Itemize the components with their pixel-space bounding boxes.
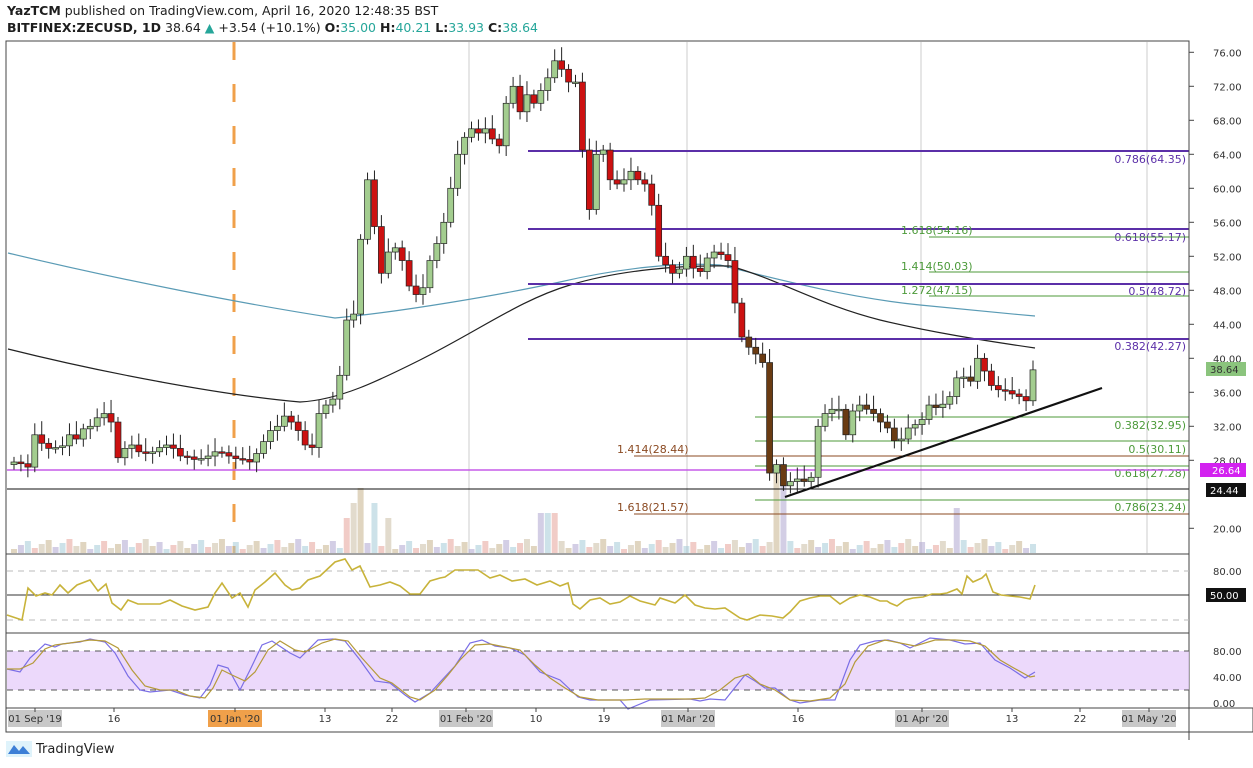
fib-label: 0.786(23.24) [1114, 501, 1186, 514]
close-value: 38.64 [502, 20, 538, 35]
symbol: BITFINEX:ZECUSD, 1D [7, 20, 162, 35]
fib-label: 1.414(28.44) [617, 443, 689, 456]
low-value: 33.93 [448, 20, 485, 35]
stoch-tick: 80.00 [1213, 647, 1242, 658]
time-tick: 01 Sep '19 [8, 714, 61, 725]
time-tick: 16 [792, 714, 805, 725]
price-tick: 32.00 [1213, 422, 1242, 433]
fib-label: 1.618(21.57) [617, 501, 689, 514]
high-value: 40.21 [395, 20, 432, 35]
low-label: L: [435, 20, 449, 35]
price-tick: 20.00 [1213, 524, 1242, 535]
open-label: O: [324, 20, 341, 35]
price-tick: 44.00 [1213, 320, 1242, 331]
time-tick: 01 Feb '20 [440, 714, 492, 725]
high-label: H: [380, 20, 396, 35]
stoch-axis: 80.00 40.00 0.00 [1213, 647, 1242, 710]
stoch-rsi-pane[interactable] [5, 632, 1190, 710]
price-tick: 60.00 [1213, 184, 1242, 195]
fib-label: 0.5(30.11) [1128, 443, 1186, 456]
time-tick: 19 [598, 714, 611, 725]
ma-100-line [7, 265, 1036, 403]
time-tick: 13 [1006, 714, 1019, 725]
time-tick: 01 Jan '20 [210, 714, 260, 725]
price-tick: 68.00 [1213, 116, 1242, 127]
rsi-axis: 80.00 50.00 [1206, 567, 1246, 602]
tradingview-brand-text: TradingView [36, 741, 115, 757]
time-tick: 10 [530, 714, 543, 725]
price-tick: 64.00 [1213, 150, 1242, 161]
fib-label: 0.382(42.27) [1114, 340, 1186, 353]
stoch-k-line [6, 637, 1036, 710]
up-arrow-icon: ▲ [204, 20, 215, 35]
fib-green-retrace-levels: 0.382(32.95) 0.5(30.11) 0.618(27.28) 0.7… [755, 416, 1189, 514]
rsi-line [6, 558, 1036, 622]
price-tick: 28.00 [1213, 456, 1242, 467]
fib-label: 1.272(47.15) [901, 284, 973, 297]
last-price: 38.64 [165, 20, 201, 35]
fib-label: 0.382(32.95) [1114, 419, 1186, 432]
black-price-label: 24.44 [1210, 486, 1239, 497]
fib-label: 0.5(48.72) [1128, 285, 1186, 298]
change: +3.54 (+10.1%) [218, 20, 321, 35]
stoch-d-line [7, 638, 1036, 702]
time-tick: 01 Mar '20 [661, 714, 714, 725]
price-tick: 76.00 [1213, 48, 1242, 59]
time-tick: 13 [319, 714, 332, 725]
candlesticks [10, 47, 1037, 494]
price-tick: 52.00 [1213, 252, 1242, 263]
magenta-price-label: 26.64 [1212, 466, 1241, 477]
rsi-current-label: 50.00 [1210, 591, 1239, 602]
time-axis[interactable]: 01 Sep '19 16 01 Jan '20 13 22 01 Feb '20 10 19… [5, 707, 1253, 733]
time-tick: 16 [108, 714, 121, 725]
published-text: published on TradingView.com, April 16, … [64, 3, 439, 18]
ascending-trendline [784, 386, 1103, 499]
price-tick: 36.00 [1213, 388, 1242, 399]
open-value: 35.00 [340, 20, 377, 35]
publisher-line: YazTCM published on TradingView.com, Apr… [7, 3, 438, 18]
last-price-label: 38.64 [1210, 365, 1239, 376]
symbol-line: BITFINEX:ZECUSD, 1D 38.64 ▲ +3.54 (+10.1… [7, 20, 538, 35]
time-tick: 22 [386, 714, 399, 725]
fib-brown-levels: 1.414(28.44) 1.618(21.57) [617, 443, 1189, 515]
stoch-tick: 40.00 [1213, 673, 1242, 684]
publisher-name: YazTCM [7, 3, 61, 18]
fib-label: 1.618(54.16) [901, 224, 973, 237]
tradingview-logo-icon [6, 741, 32, 757]
price-tick: 56.00 [1213, 218, 1242, 229]
price-tick: 40.00 [1213, 354, 1242, 365]
close-label: C: [488, 20, 503, 35]
time-tick: 01 May '20 [1121, 714, 1176, 725]
tradingview-logo[interactable]: TradingView [6, 741, 115, 757]
ma-200-line [7, 252, 1036, 319]
price-axis[interactable]: 76.00 72.00 68.00 64.00 60.00 56.00 52.00 48.00… [1188, 41, 1246, 740]
rsi-pane[interactable] [5, 553, 1190, 634]
time-tick: 01 Apr '20 [896, 714, 948, 725]
time-tick: 22 [1074, 714, 1087, 725]
price-tick: 48.00 [1213, 286, 1242, 297]
fib-label: 0.786(64.35) [1114, 153, 1186, 166]
price-tick: 72.00 [1213, 82, 1242, 93]
fib-label: 1.414(50.03) [901, 260, 973, 273]
price-pane[interactable]: 0.786(64.35) 0.618(55.17) 0.5(48.72) 0.3… [5, 40, 1190, 555]
rsi-tick: 80.00 [1213, 567, 1242, 578]
fib-label: 0.618(27.28) [1114, 467, 1186, 480]
fib-purple-levels: 0.786(64.35) 0.618(55.17) 0.5(48.72) 0.3… [528, 150, 1189, 353]
stoch-tick: 0.00 [1213, 699, 1235, 710]
fib-green-ext-levels: 1.618(54.16) 1.414(50.03) 1.272(47.15) [901, 224, 1189, 297]
